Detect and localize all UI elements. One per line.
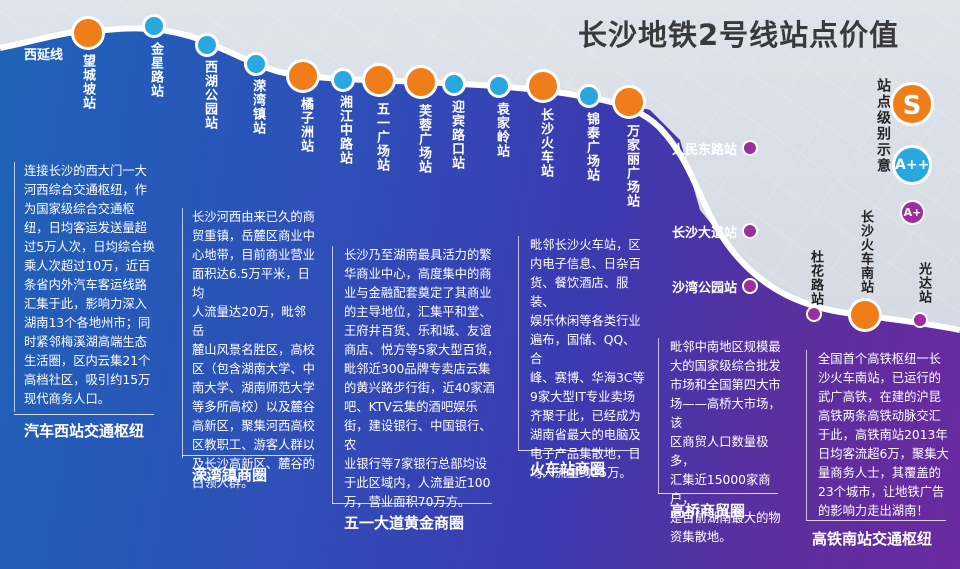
legend-level-a-plus-plus: A++ [892,145,932,185]
station-jinxinglu-label: 金星路站 [148,42,163,98]
hub-huochezhan: 火车站商圈 [530,460,606,478]
station-jinxinglu-dot [142,14,166,38]
station-changshadadao-dot [742,223,758,239]
hub-qichexizhan: 汽车西站交通枢纽 [24,422,145,440]
station-juzizhou-dot [286,59,320,93]
hub-gaotienanzhan: 高铁南站交通枢纽 [812,530,933,548]
station-duhualu-dot [806,306,822,322]
station-rongwanzhen-label: 溁湾镇站 [250,79,265,135]
station-wangchengpo-dot [71,16,105,50]
station-changshahuochenan-label: 长沙火车南站 [858,210,873,294]
station-xiyanxian-label: 西延线 [24,48,64,63]
station-yingbinlukou-label: 迎宾路口站 [449,100,464,170]
station-xiangjiangzhonglu-dot [331,68,355,92]
panel-gaotienanzhan-text: 全国首个高铁枢纽一长 沙火车南站，已运行的 武广高铁，在建的沪昆 高铁两条高铁动… [818,352,949,518]
station-wanjialiguangchang-dot [612,85,646,119]
station-wangchengpo-label: 望城坡站 [80,54,95,110]
station-yuanjialing-label: 袁家岭站 [494,102,509,158]
station-jintaiguangchang-label: 锦泰广场站 [584,112,599,182]
panel-gaotienanzhan: 全国首个高铁枢纽一长 沙火车南站，已运行的 武广高铁，在建的沪昆 高铁两条高铁动… [806,350,950,521]
hub-gaoqiao: 高桥商贸圈 [670,502,746,520]
station-yuanjialing-dot [487,74,511,98]
panel-gaoqiao-text: 毗邻中南地区规模最 大的国家级综合批发 市场和全国第四大市 场——高桥大市场，该… [670,340,781,544]
panel-qichexizhan-text: 连接长沙的西大门一大 河西综合交通枢纽，作 为国家级综合交通枢 纽，日均客运发送… [24,164,155,406]
legend-title: 站点级别示意 [875,78,891,174]
station-renmindonglu-dot [742,140,758,156]
station-changshahuochezhan-dot [526,69,560,103]
station-wanjialiguangchang-label: 万家丽广场站 [624,124,639,208]
station-shawangongyuan-dot [742,278,758,294]
panel-qichexizhan: 连接长沙的西大门一大 河西综合交通枢纽，作 为国家级综合交通枢 纽，日均客运发送… [14,162,158,412]
station-changshahuochenan-dot [848,298,882,332]
station-duhualu-label: 杜花路站 [808,250,823,306]
station-furongguangchang-dot [404,65,438,99]
legend-level-s: S [890,82,934,126]
station-rongwanzhen-dot [244,52,268,76]
station-guangda-dot [912,312,928,328]
legend-level-a-plus: A+ [900,200,925,225]
station-jintaiguangchang-dot [577,84,601,108]
station-guangda-label: 光达站 [916,262,931,304]
station-juzizhou-label: 橘子洲站 [298,97,313,153]
station-changshadadao-label: 长沙大道站 [672,226,738,241]
panel-gaoqiao: 毗邻中南地区规模最 大的国家级综合批发 市场和全国第四大市 场——高桥大市场，该… [658,338,788,547]
station-renmindonglu-label: 人民东路站 [672,143,738,158]
station-wuyiguangchang-dot [362,63,396,97]
station-xihugongyuan-label: 西湖公园站 [202,60,217,130]
station-changshahuochezhan-label: 长沙火车站 [538,108,553,178]
panel-huochezhan: 毗邻长沙火车站，区 内电子信息、日杂百 货、餐饮酒店、服装、 娱乐休闲等各类行业… [518,236,646,483]
panel-rongwanzhen-text: 长沙河西由来已久的商 贸重镇，岳麓区商业中 心地带，目前商业营业 面积达6.5万… [192,210,315,490]
hub-rongwanzhen: 溁湾镇商圈 [192,466,268,484]
panel-rongwanzhen: 长沙河西由来已久的商 贸重镇，岳麓区商业中 心地带，目前商业营业 面积达6.5万… [182,208,316,493]
panel-huochezhan-text: 毗邻长沙火车站，区 内电子信息、日杂百 货、餐饮酒店、服装、 娱乐休闲等各类行业… [530,238,645,480]
station-xiangjiangzhonglu-label: 湘江中路站 [337,95,352,165]
station-xihugongyuan-dot [195,33,219,57]
hub-wuyidadao: 五一大道黄金商圈 [344,514,465,532]
panel-wuyidadao-text: 长沙乃至湖南最具活力的繁 华商业中心，高度集中的商 业与金融配套奠定了其商业 的… [344,248,500,509]
station-yingbinlukou-dot [442,72,466,96]
panel-wuyidadao: 长沙乃至湖南最具活力的繁 华商业中心，高度集中的商 业与金融配套奠定了其商业 的… [332,246,502,512]
station-wuyiguangchang-label: 五一广场站 [374,102,389,172]
station-furongguangchang-label: 芙蓉广场站 [416,104,431,174]
station-shawangongyuan-label: 沙湾公园站 [672,281,738,296]
page-title: 长沙地铁2号线站点价值 [578,18,900,52]
